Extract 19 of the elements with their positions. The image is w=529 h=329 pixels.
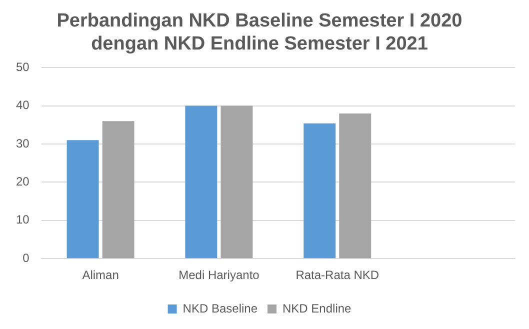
bar [102, 121, 134, 258]
y-tick-label: 50 [16, 60, 30, 74]
x-tick-label: Medi Hariyanto [178, 268, 260, 282]
x-tick-label: Rata-Rata NKD [296, 268, 380, 282]
x-tick-label: Aliman [82, 268, 119, 282]
y-tick-label: 20 [16, 174, 30, 189]
text: Perbandingan NKD Baseline Semester I 2020 [56, 10, 462, 32]
y-tick-label: 30 [16, 136, 30, 150]
bar [304, 123, 336, 258]
y-tick-label: 0 [22, 250, 30, 265]
legend-label: NKD Endline [282, 301, 352, 316]
legend-label: NKD Baseline [182, 301, 258, 316]
y-tick-label: 10 [16, 212, 30, 227]
bar [185, 106, 218, 258]
bar [66, 140, 99, 258]
text: dengan NKD Endline Semester I 2021 [91, 33, 428, 54]
bar [339, 113, 372, 258]
y-tick-label: 40 [16, 98, 30, 112]
bar [220, 106, 253, 258]
